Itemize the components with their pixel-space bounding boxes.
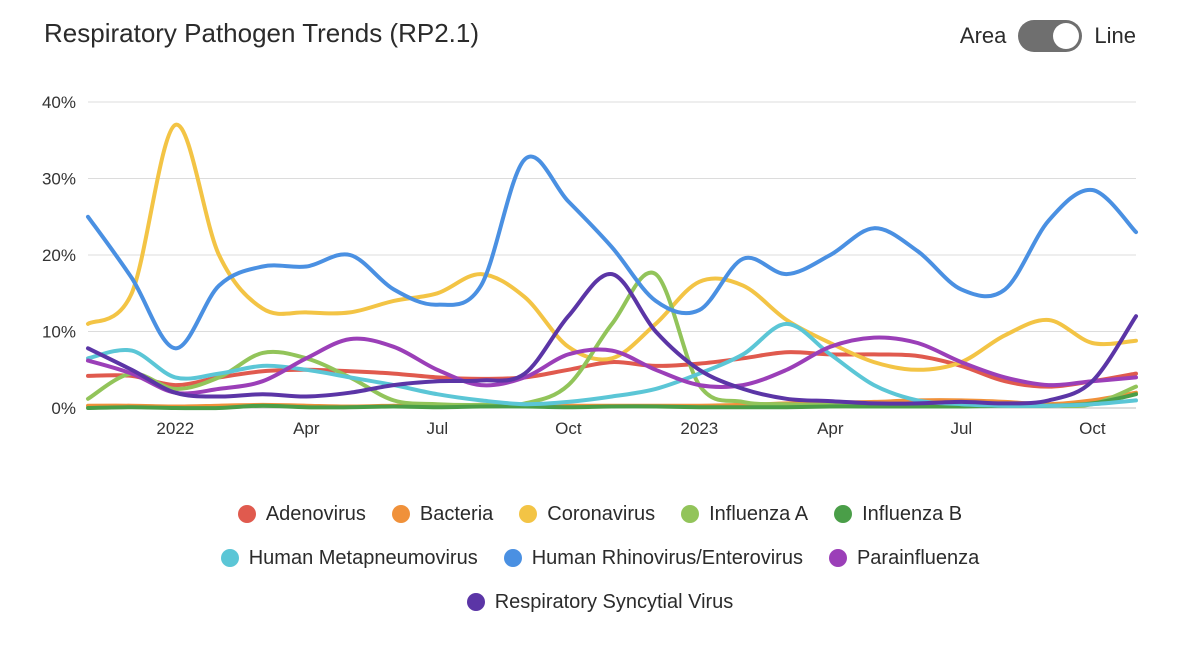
legend-item-human-metapneumovirus[interactable]: Human Metapneumovirus <box>220 546 478 570</box>
x-tick-label: Oct <box>555 419 582 438</box>
series-line-respiratory-syncytial-virus[interactable] <box>86 272 1138 406</box>
legend-swatch <box>466 593 485 611</box>
legend-item-parainfluenza[interactable]: Parainfluenza <box>828 546 980 570</box>
legend-swatch <box>503 549 522 567</box>
chart-legend: Adenovirus Bacteria Coronavirus Influenza A… <box>0 492 1200 624</box>
legend-label: Parainfluenza <box>856 546 980 569</box>
chart-mode-switch[interactable] <box>1018 20 1083 52</box>
chart-title: Respiratory Pathogen Trends (RP2.1) <box>44 18 479 48</box>
legend-item-respiratory-syncytial-virus[interactable]: Respiratory Syncytial Virus <box>466 590 734 614</box>
legend-item-human-rhinovirus-enterovirus[interactable]: Human Rhinovirus/Enterovirus <box>503 546 803 570</box>
legend-label: Adenovirus <box>265 502 366 525</box>
legend-item-influenza-a[interactable]: Influenza A <box>681 503 808 526</box>
switch-knob <box>1053 23 1080 49</box>
x-tick-label: Apr <box>817 419 844 438</box>
legend-label: Human Rhinovirus/Enterovirus <box>531 546 803 569</box>
y-tick-label: 20% <box>42 246 76 265</box>
legend-swatch <box>828 549 847 567</box>
y-tick-label: 10% <box>42 323 76 342</box>
legend-row: Adenovirus Bacteria Coronavirus Influenza A… <box>0 492 1200 536</box>
legend-label: Human Metapneumovirus <box>248 546 478 569</box>
y-tick-label: 0% <box>51 399 76 418</box>
series-line-adenovirus[interactable] <box>86 350 1138 389</box>
area-line-toggle: Area Line <box>960 20 1136 52</box>
legend-label: Respiratory Syncytial Virus <box>494 590 734 613</box>
legend-row: Human Metapneumovirus Human Rhinovirus/En… <box>0 536 1200 580</box>
series-line-human-metapneumovirus[interactable] <box>86 321 1138 408</box>
toggle-label-area[interactable]: Area <box>959 23 1007 48</box>
legend-label: Bacteria <box>419 502 494 525</box>
legend-swatch <box>237 505 256 523</box>
y-tick-label: 40% <box>42 93 76 112</box>
x-tick-label: Jul <box>950 419 972 438</box>
legend-row: Respiratory Syncytial Virus <box>0 580 1200 624</box>
legend-item-adenovirus[interactable]: Adenovirus <box>237 502 366 526</box>
x-tick-label: Jul <box>426 419 448 438</box>
toggle-label-line[interactable]: Line <box>1094 23 1136 48</box>
legend-swatch <box>834 505 853 523</box>
legend-swatch <box>681 505 700 523</box>
x-tick-label: 2023 <box>680 419 718 438</box>
legend-label: Coronavirus <box>547 502 656 525</box>
series-line-human-rhinovirus-enterovirus[interactable] <box>86 154 1138 351</box>
y-axis: 0% 10% 20% 30% 40% <box>42 93 76 418</box>
x-tick-label: Oct <box>1079 419 1106 438</box>
y-tick-label: 30% <box>42 170 76 189</box>
x-tick-label: Apr <box>293 419 320 438</box>
series-line-parainfluenza[interactable] <box>86 335 1138 396</box>
legend-swatch <box>519 505 538 523</box>
legend-label: Influenza A <box>709 502 809 525</box>
x-axis: 2022 Apr Jul Oct 2023 Apr Jul Oct <box>156 419 1105 438</box>
series-line-influenza-b[interactable] <box>86 392 1138 411</box>
legend-swatch <box>220 549 239 567</box>
legend-item-influenza-b[interactable]: Influenza B <box>834 503 962 526</box>
legend-swatch <box>391 505 410 523</box>
legend-item-bacteria[interactable]: Bacteria <box>391 502 494 526</box>
legend-label: Influenza B <box>862 502 963 525</box>
x-tick-label: 2022 <box>156 419 194 438</box>
series-lines <box>86 122 1138 411</box>
legend-item-coronavirus[interactable]: Coronavirus <box>519 503 655 526</box>
line-chart: 0% 10% 20% 30% 40% 2022 Apr Jul Oct 2023 Apr Jul Oc… <box>42 93 1138 438</box>
